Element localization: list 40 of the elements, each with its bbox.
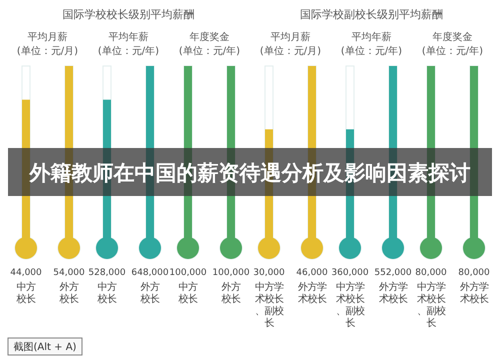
x-tick-label: 外方校长 <box>140 281 160 305</box>
chart-subtitle: (单位：元/年) <box>98 45 160 57</box>
data-label: 30,000 <box>253 268 286 278</box>
chart-subtitle: (单位：元/年) <box>422 45 484 57</box>
chart-subtitle: (单位：元/月) <box>260 45 322 57</box>
chart-title: 年度奖金 <box>190 31 230 43</box>
chart-title: 平均年薪 <box>352 31 392 43</box>
data-label: 46,000 <box>296 268 328 278</box>
x-tick-label: 外方校长 <box>220 281 241 305</box>
data-label: 80,000 <box>458 268 490 278</box>
x-tick-label: 中方校长 <box>178 281 198 305</box>
chart-title: 平均月薪 <box>270 31 310 43</box>
x-tick-label: 外方学术校长 <box>298 281 327 305</box>
chart-title: 年度奖金 <box>432 31 472 43</box>
data-label: 528,000 <box>88 268 126 278</box>
tooltip-box: 截图(Alt + A) <box>8 338 82 356</box>
text: 国际学校副校长级别平均薪酬 <box>300 8 443 21</box>
data-label: 44,000 <box>10 268 42 278</box>
data-label: 648,000 <box>131 268 169 278</box>
x-tick-label: 外方校长 <box>58 281 79 305</box>
x-tick-label: 中方校长 <box>96 281 117 305</box>
x-tick-label: 外方学术校长 <box>378 281 408 305</box>
x-tick-label: 中方学术校长、副校长 <box>416 281 446 329</box>
x-tick-label: 中方学术校长、副校长 <box>254 281 284 329</box>
data-label: 552,000 <box>374 268 412 278</box>
data-label: 80,000 <box>415 268 448 278</box>
chart-subtitle: (单位：元/年) <box>178 45 240 57</box>
data-label: 100,000 <box>212 268 250 278</box>
chart-subtitle: (单位：元/年) <box>340 45 402 57</box>
x-tick-label: 中方学术校长、副校长 <box>336 281 365 329</box>
data-label: 360,000 <box>331 268 369 278</box>
x-tick-label: 外方学术校长 <box>460 281 489 305</box>
data-label: 100,000 <box>169 268 207 278</box>
chart-subtitle: (单位：元/月) <box>16 45 78 57</box>
annotation: 外籍教师在中国的薪资待遇分析及影响因素探讨 <box>28 161 470 185</box>
text: 国际学校校长级别平均薪酬 <box>62 8 194 21</box>
chart-title: 平均月薪 <box>28 31 68 43</box>
chart-title: 平均年薪 <box>108 31 148 43</box>
x-tick-label: 中方校长 <box>16 281 36 305</box>
data-label: 54,000 <box>53 268 86 278</box>
